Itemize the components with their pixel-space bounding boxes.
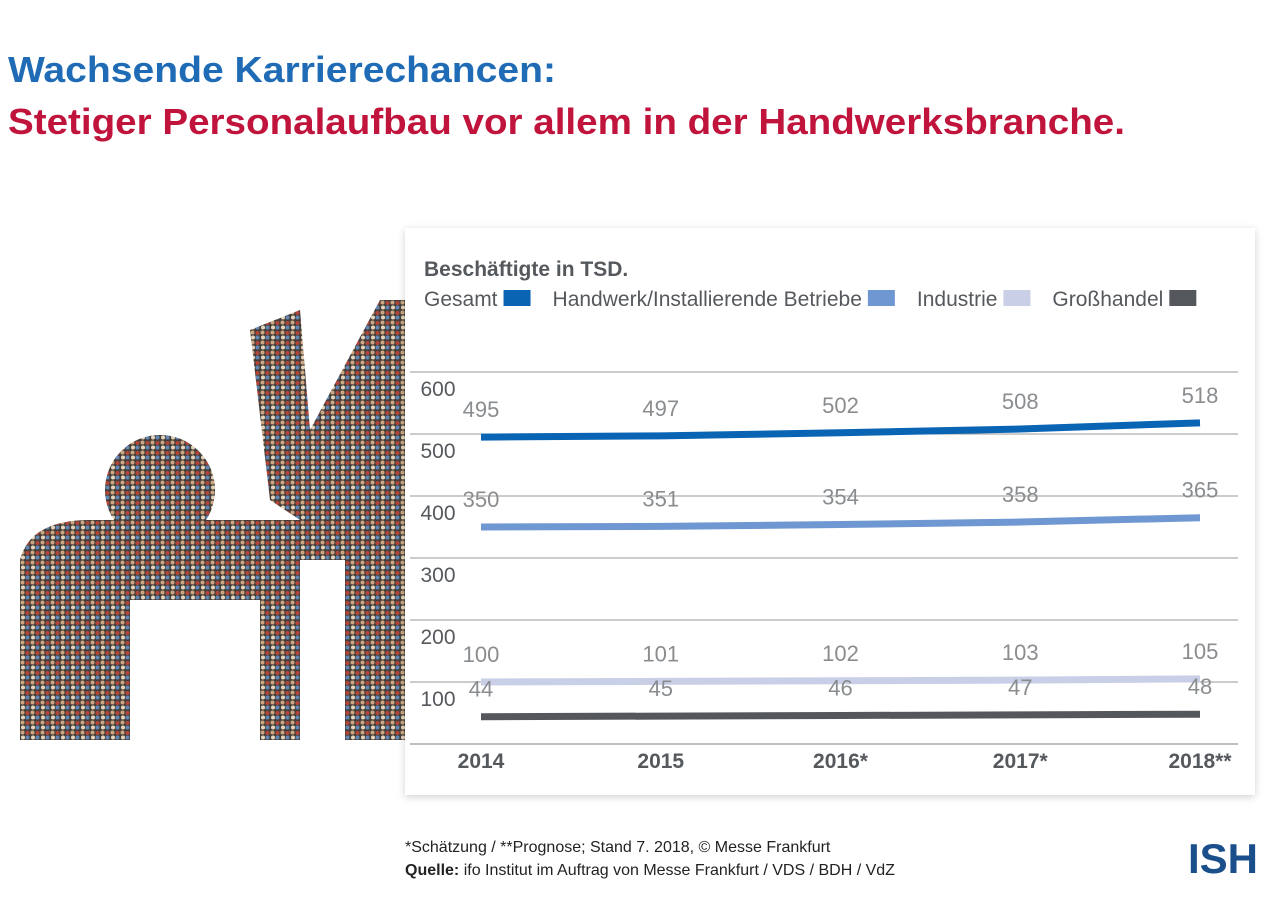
legend-swatch [867,290,895,306]
source-text: ifo Institut im Auftrag von Messe Frankf… [464,862,895,879]
data-label: 103 [1002,640,1039,665]
data-label: 518 [1182,383,1219,408]
page-subtitle: Stetiger Personalaufbau vor allem in der… [8,101,1125,142]
data-label: 102 [822,641,859,666]
series-line [480,514,1201,531]
x-tick-label: 2017* [993,750,1049,773]
data-label: 105 [1182,639,1219,664]
data-label: 48 [1188,674,1212,699]
y-tick-label: 200 [420,626,455,649]
data-label: 46 [828,675,852,700]
legend-swatch [503,290,531,306]
legend-swatch [1169,290,1197,306]
legend-label: Gesamt [424,288,498,311]
series-line [480,710,1201,721]
source: Quelle: ifo Institut im Auftrag von Mess… [405,862,895,879]
data-label: 502 [822,393,859,418]
chart-card [405,228,1255,795]
data-label: 101 [642,641,679,666]
series-line [480,675,1201,686]
data-label: 45 [649,676,673,701]
data-label: 44 [469,677,493,702]
data-label: 354 [822,485,859,510]
y-tick-label: 300 [420,564,455,587]
data-label: 497 [642,396,679,421]
data-label: 351 [642,486,679,511]
series-line [480,419,1201,441]
data-label: 495 [463,397,500,422]
y-tick-label: 100 [420,688,455,711]
y-tick-label: 500 [420,440,455,463]
x-tick-label: 2015 [637,750,684,773]
data-label: 508 [1002,389,1039,414]
data-label: 358 [1002,482,1039,507]
data-label: 365 [1182,478,1219,503]
chart-title: Beschäftigte in TSD. [424,258,628,281]
logo: ISH [1188,835,1258,882]
x-tick-label: 2018** [1168,750,1232,773]
page-title: Wachsende Karrierechancen: [8,49,556,90]
y-tick-label: 400 [420,502,455,525]
x-tick-label: 2014 [458,750,505,773]
data-label: 47 [1008,675,1032,700]
legend-label: Handwerk/Installierende Betriebe [553,288,862,311]
crowd-illustration [20,300,410,740]
data-label: 100 [463,642,500,667]
legend-label: Großhandel [1052,288,1163,311]
legend-swatch [1003,290,1031,306]
footnote: *Schätzung / **Prognose; Stand 7. 2018, … [405,839,831,856]
data-label: 350 [463,487,500,512]
legend-label: Industrie [917,288,998,311]
x-tick-label: 2016* [813,750,869,773]
source-label: Quelle: [405,862,459,879]
y-tick-label: 600 [420,378,455,401]
